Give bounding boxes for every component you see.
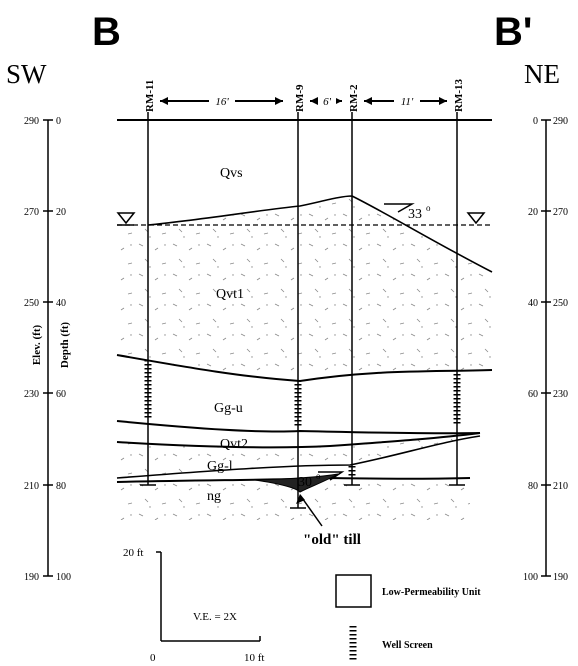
right-depth-tick-0: 0 (533, 116, 538, 127)
contact-qvt2-ggl-lower (116, 435, 481, 479)
right-elev-tick-250: 250 (553, 298, 568, 309)
unit-label-ng: ng (207, 489, 221, 504)
qvt1-fill (117, 196, 492, 381)
contact-qvt2-ggl-upper (116, 432, 481, 449)
dip-degree-lower: o (316, 471, 321, 481)
dip-degree-upper: o (426, 203, 431, 213)
well-rm-11 (140, 112, 156, 486)
unit-label-qvt1: Qvt1 (216, 287, 244, 302)
unit-label-gg-l: Gg-l (207, 459, 233, 474)
vertical-exaggeration-label: V.E. = 2X (193, 611, 237, 623)
legend-low-permeability-label: Low-Permeability Unit (382, 587, 481, 598)
right-elev-tick-270: 270 (553, 207, 568, 218)
elevation-axis-label: Elev. (ft) (31, 325, 43, 366)
left-axis (43, 119, 53, 577)
water-table-symbol-right (466, 212, 486, 225)
left-elev-tick-250: 250 (24, 298, 39, 309)
ng-fill (117, 478, 470, 520)
left-depth-tick-20: 20 (56, 207, 66, 218)
well-rm-2 (344, 112, 360, 486)
well-label-rm-2: RM-2 (348, 84, 360, 112)
direction-right-label: NE (524, 59, 560, 89)
legend-well-screen-label: Well Screen (382, 640, 433, 651)
left-elev-tick-230: 230 (24, 389, 39, 400)
left-depth-tick-100: 100 (56, 572, 71, 583)
left-depth-tick-60: 60 (56, 389, 66, 400)
unit-label-qvt2: Qvt2 (220, 437, 248, 452)
direction-left-label: SW (6, 59, 47, 89)
right-elev-tick-190: 190 (553, 572, 568, 583)
scale-vertical-label: 20 ft (123, 547, 143, 559)
right-depth-tick-40: 40 (528, 298, 538, 309)
dip-symbol-upper (384, 203, 415, 213)
well-rm-13 (449, 112, 465, 486)
right-depth-tick-20: 20 (528, 207, 538, 218)
old-till-arrow (296, 494, 323, 527)
well-label-rm-11: RM-11 (144, 80, 156, 112)
water-table-symbol-left (116, 212, 136, 226)
contact-qvs-qvt1 (147, 195, 493, 273)
left-elev-tick-210: 210 (24, 481, 39, 492)
well-label-rm-9: RM-9 (294, 84, 306, 112)
right-depth-tick-80: 80 (528, 481, 538, 492)
dip-symbol-lower (318, 471, 345, 481)
spacing-label-3: 11' (401, 96, 414, 108)
dip-value-upper: 33 (408, 207, 422, 222)
unit-label-qvs: Qvs (220, 166, 243, 181)
right-elev-tick-290: 290 (553, 116, 568, 127)
right-depth-tick-60: 60 (528, 389, 538, 400)
depth-axis-label: Depth (ft) (59, 322, 71, 368)
spacing-label-1: 16' (215, 96, 229, 108)
right-elev-tick-230: 230 (553, 389, 568, 400)
left-depth-tick-40: 40 (56, 298, 66, 309)
left-elev-tick-270: 270 (24, 207, 39, 218)
right-depth-tick-100: 100 (523, 572, 538, 583)
right-elev-tick-210: 210 (553, 481, 568, 492)
spacing-label-2: 6' (323, 96, 332, 108)
well-rm-9 (290, 112, 306, 509)
right-axis (541, 119, 551, 577)
well-label-rm-13: RM-13 (453, 79, 465, 112)
scale-horizontal-label: 10 ft (244, 652, 264, 664)
old-till-lens (254, 473, 339, 493)
contact-ggu-qvt2 (116, 420, 481, 435)
legend-low-permeability-swatch (335, 574, 372, 608)
unit-label-gg-u: Gg-u (214, 401, 243, 416)
scale-bar (156, 551, 261, 642)
left-elev-tick-190: 190 (24, 572, 39, 583)
section-start-label: B (92, 10, 121, 54)
left-depth-tick-80: 80 (56, 481, 66, 492)
old-till-label: "old" till (303, 532, 361, 548)
scale-zero-label: 0 (150, 652, 156, 664)
section-end-label: B' (494, 10, 532, 54)
left-elev-tick-290: 290 (24, 116, 39, 127)
left-depth-tick-0: 0 (56, 116, 61, 127)
dip-value-lower: 30 (298, 475, 312, 490)
